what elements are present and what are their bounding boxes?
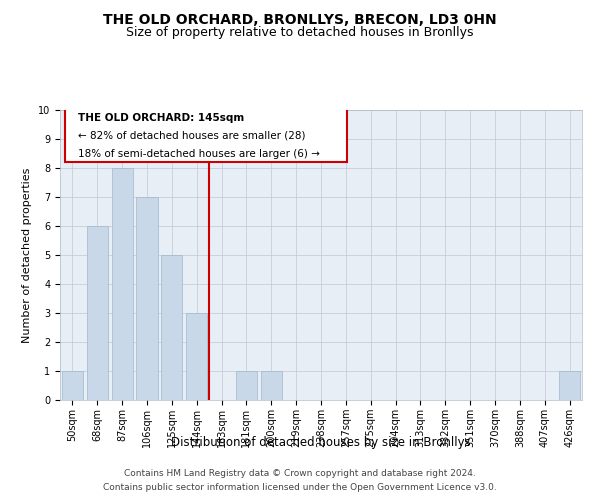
Bar [112, 168, 133, 400]
Bar [136, 197, 158, 400]
Text: ← 82% of detached houses are smaller (28): ← 82% of detached houses are smaller (28… [78, 131, 306, 141]
Bar [559, 371, 580, 400]
Bar [186, 313, 207, 400]
Text: Size of property relative to detached houses in Bronllys: Size of property relative to detached ho… [126, 26, 474, 39]
FancyBboxPatch shape [65, 106, 347, 162]
Text: Contains HM Land Registry data © Crown copyright and database right 2024.: Contains HM Land Registry data © Crown c… [124, 470, 476, 478]
Text: THE OLD ORCHARD, BRONLLYS, BRECON, LD3 0HN: THE OLD ORCHARD, BRONLLYS, BRECON, LD3 0… [103, 12, 497, 26]
Bar [161, 255, 182, 400]
Bar [261, 371, 282, 400]
Text: THE OLD ORCHARD: 145sqm: THE OLD ORCHARD: 145sqm [78, 113, 245, 123]
Bar [236, 371, 257, 400]
Text: Distribution of detached houses by size in Bronllys: Distribution of detached houses by size … [171, 436, 471, 449]
Y-axis label: Number of detached properties: Number of detached properties [22, 168, 32, 342]
Bar [87, 226, 108, 400]
Text: Contains public sector information licensed under the Open Government Licence v3: Contains public sector information licen… [103, 483, 497, 492]
Text: 18% of semi-detached houses are larger (6) →: 18% of semi-detached houses are larger (… [78, 149, 320, 159]
Bar [62, 371, 83, 400]
